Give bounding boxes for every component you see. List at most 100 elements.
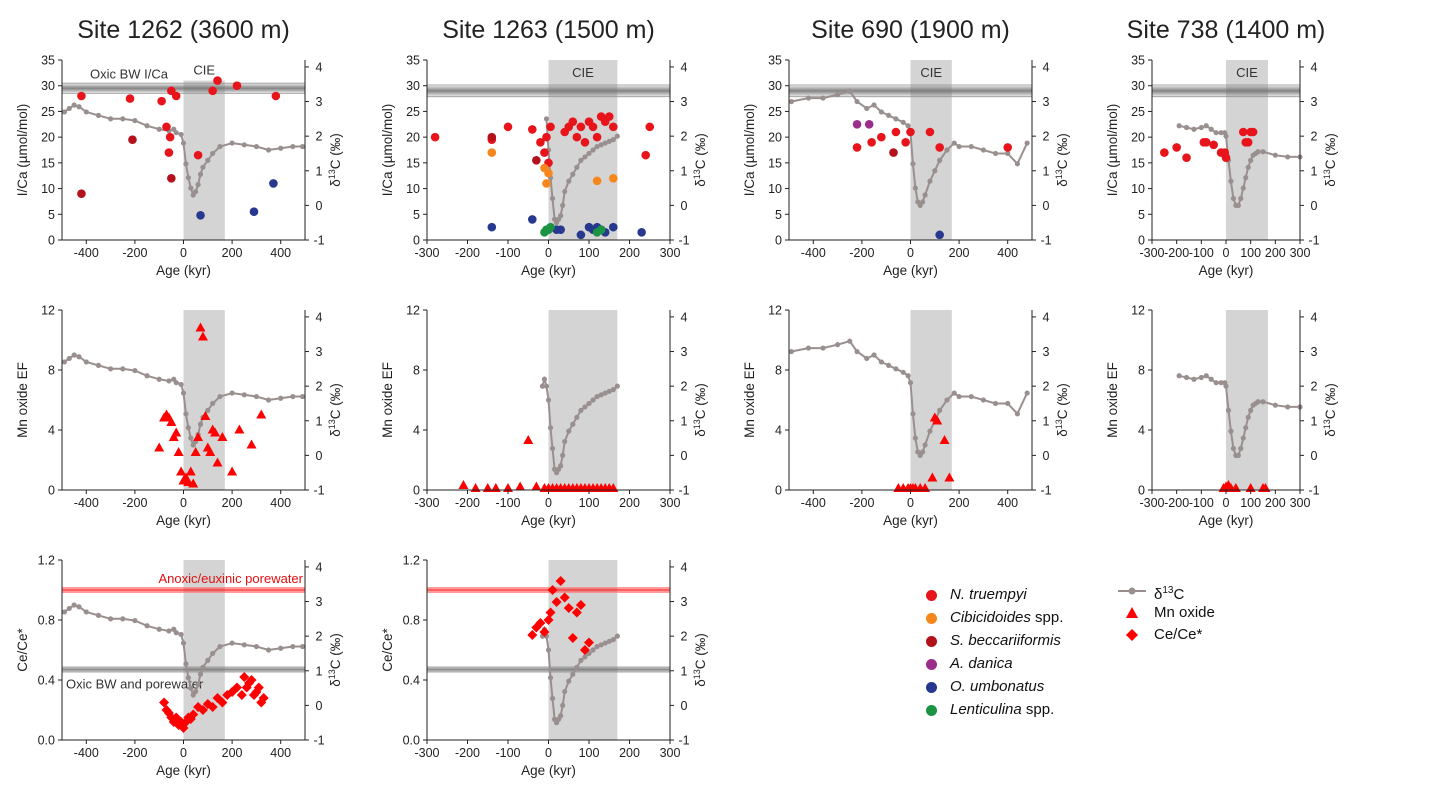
x-axis-label: Age (kyr) bbox=[883, 513, 938, 528]
data-point bbox=[925, 127, 935, 137]
d13c-point bbox=[217, 143, 223, 150]
d13c-point bbox=[1218, 130, 1224, 136]
d13c-point bbox=[578, 407, 584, 413]
d13c-point bbox=[205, 157, 211, 163]
d13c-point bbox=[951, 390, 957, 396]
d13c-point bbox=[980, 147, 987, 153]
y2-tick-label: 1 bbox=[316, 164, 323, 178]
ce-anomaly-marker bbox=[236, 690, 247, 700]
x-tick-label: 200 bbox=[619, 746, 640, 760]
d13c-point bbox=[1230, 195, 1236, 202]
mn-oxide-marker bbox=[195, 322, 206, 332]
mn-oxide-marker bbox=[176, 466, 187, 476]
d13c-point bbox=[566, 178, 572, 184]
y-tick-label: 35 bbox=[768, 54, 782, 68]
data-point bbox=[580, 137, 590, 147]
y2-axis-label: δ13C (‰) bbox=[327, 633, 343, 687]
d13c-point bbox=[927, 178, 933, 184]
data-point bbox=[532, 155, 541, 165]
y2-tick-label: 3 bbox=[1311, 95, 1318, 109]
d13c-point bbox=[547, 675, 554, 681]
reference-band-label: Oxic BW I/Ca bbox=[90, 67, 169, 82]
ce-anomaly-marker bbox=[246, 675, 257, 685]
cie-label: CIE bbox=[920, 65, 942, 80]
y2-tick-label: -1 bbox=[313, 484, 324, 498]
triangle-marker-icon bbox=[1126, 607, 1138, 618]
d13c-point bbox=[1228, 428, 1234, 434]
d13c-line-icon bbox=[1118, 587, 1146, 595]
data-point bbox=[572, 132, 582, 142]
data-point bbox=[576, 122, 586, 132]
y-tick-label: 0.8 bbox=[403, 614, 420, 628]
legend-label: Mn oxide bbox=[1154, 604, 1215, 621]
y2-tick-label: 3 bbox=[681, 345, 688, 359]
d13c-point bbox=[1255, 399, 1261, 405]
d13c-point bbox=[1213, 380, 1219, 386]
y-tick-label: 5 bbox=[1138, 208, 1145, 222]
x-tick-label: 200 bbox=[619, 246, 640, 260]
d13c-point bbox=[1223, 133, 1229, 139]
d13c-point bbox=[278, 645, 284, 651]
data-point bbox=[171, 91, 181, 101]
y2-axis-label: δ13C (‰) bbox=[1054, 383, 1070, 437]
y2-tick-label: 0 bbox=[681, 699, 688, 713]
x-tick-label: 0 bbox=[545, 246, 552, 260]
data-point bbox=[165, 132, 175, 142]
x-tick-label: 400 bbox=[270, 496, 291, 510]
cie-label: CIE bbox=[193, 63, 215, 78]
d13c-point bbox=[229, 140, 235, 146]
d13c-point bbox=[927, 428, 933, 434]
d13c-point bbox=[886, 362, 892, 368]
d13c-point bbox=[864, 105, 870, 112]
d13c-line bbox=[791, 90, 1029, 208]
d13c-point bbox=[543, 116, 550, 122]
d13c-point bbox=[582, 654, 588, 660]
y-tick-label: 20 bbox=[768, 131, 782, 145]
d13c-point bbox=[83, 609, 89, 615]
cie-band bbox=[1226, 310, 1268, 490]
y2-tick-label: 1 bbox=[681, 664, 688, 678]
d13c-point bbox=[144, 123, 150, 129]
y2-tick-label: 2 bbox=[681, 380, 688, 394]
d13c-point bbox=[566, 678, 572, 684]
x-tick-label: -200 bbox=[1164, 496, 1189, 510]
y-tick-label: 5 bbox=[413, 208, 420, 222]
y2-tick-label: -1 bbox=[1308, 234, 1319, 248]
data-point bbox=[487, 132, 497, 142]
d13c-point bbox=[864, 355, 870, 362]
d13c-point bbox=[205, 407, 211, 413]
data-point bbox=[1182, 153, 1191, 163]
d13c-point bbox=[108, 616, 114, 622]
d13c-point bbox=[1014, 161, 1021, 167]
d13c-point bbox=[549, 445, 556, 452]
y-tick-label: 20 bbox=[406, 131, 420, 145]
y2-tick-label: 1 bbox=[1311, 164, 1318, 178]
y2-tick-label: 3 bbox=[1311, 345, 1318, 359]
y2-tick-label: 0 bbox=[681, 449, 688, 463]
d13c-point bbox=[1285, 404, 1291, 410]
mn-oxide-marker bbox=[173, 447, 184, 456]
mn-oxide-marker bbox=[210, 427, 221, 437]
d13c-point bbox=[944, 147, 950, 153]
y-tick-label: 35 bbox=[406, 54, 420, 68]
mn-oxide-marker bbox=[939, 435, 950, 444]
mn-oxide-marker bbox=[470, 483, 481, 492]
d13c-point bbox=[253, 143, 259, 150]
d13c-point bbox=[188, 685, 194, 691]
d13c-point bbox=[1260, 399, 1266, 405]
y-axis-label: Ce/Ce* bbox=[15, 628, 30, 672]
data-point bbox=[542, 132, 551, 142]
y-tick-label: 0.8 bbox=[38, 614, 55, 628]
data-point bbox=[193, 150, 203, 160]
d13c-point bbox=[1238, 195, 1244, 202]
mn-oxide-marker bbox=[188, 478, 199, 488]
y2-tick-label: 2 bbox=[316, 630, 323, 644]
d13c-point bbox=[1245, 164, 1251, 170]
x-tick-label: 200 bbox=[949, 496, 970, 510]
d13c-point bbox=[200, 664, 206, 670]
x-tick-label: -200 bbox=[455, 746, 480, 760]
y2-tick-label: 2 bbox=[681, 630, 688, 644]
